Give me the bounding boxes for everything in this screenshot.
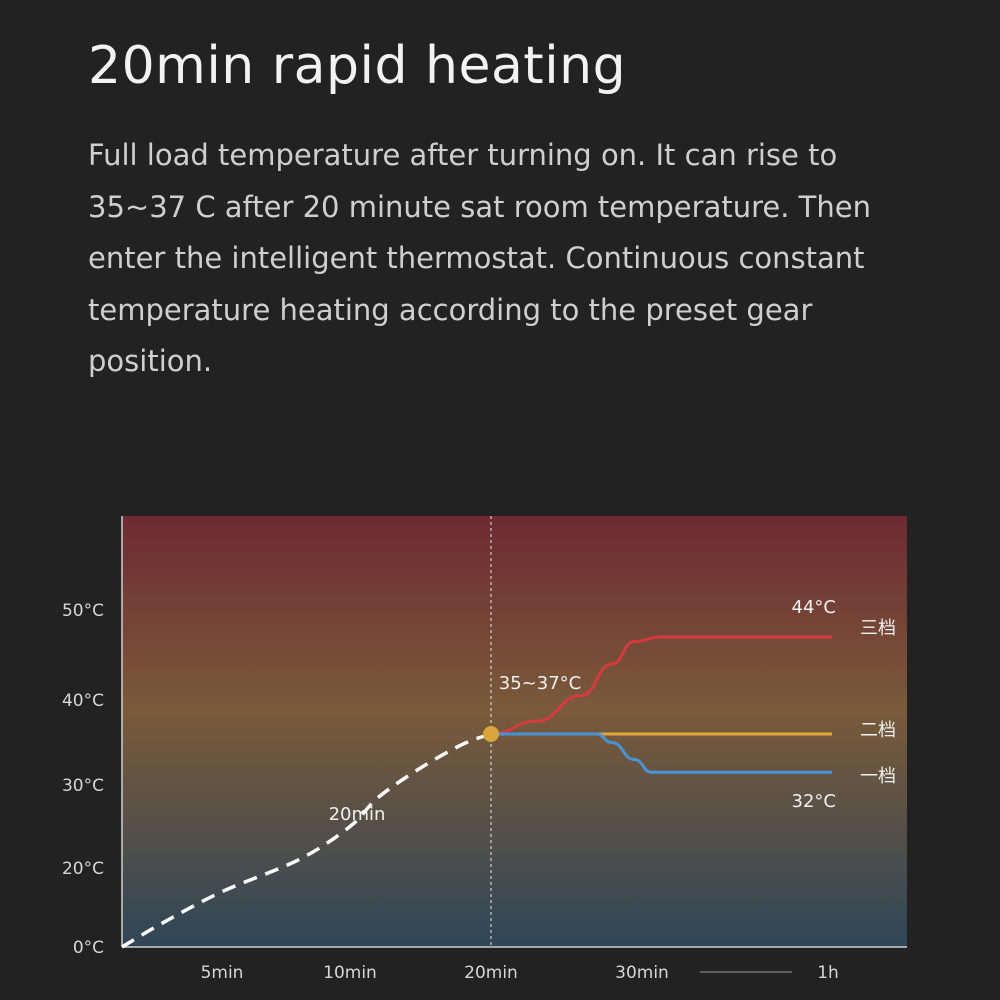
y-tick-label: 40°C [62, 691, 104, 711]
series-name-level3: 三档 [860, 618, 896, 639]
x-tick-label: 20min [464, 963, 518, 983]
x-tick-label: 1h [817, 963, 839, 983]
series-name-level1: 一档 [860, 766, 896, 787]
ramp-label: 20min [329, 804, 386, 825]
y-tick-label: 50°C [62, 601, 104, 621]
y-tick-label: 30°C [62, 776, 104, 796]
x-tick-label: 30min [615, 963, 669, 983]
y-tick-label: 0°C [73, 938, 104, 958]
x-tick-label: 10min [323, 963, 377, 983]
series-end-label-level3: 44°C [792, 597, 836, 618]
series-name-level2: 二档 [860, 720, 896, 741]
description-text: Full load temperature after turning on. … [88, 138, 871, 378]
series-end-label-level1: 32°C [792, 791, 836, 812]
marker-label: 35~37°C [499, 673, 581, 694]
plot-background [122, 516, 907, 947]
x-tick-label: 5min [201, 963, 244, 983]
page-title: 20min rapid heating [88, 36, 627, 96]
y-tick-label: 20°C [62, 859, 104, 879]
ramp-curve [121, 732, 492, 949]
series-line-level3 [490, 635, 832, 736]
series-line-level1 [491, 732, 832, 774]
marker-point [483, 726, 499, 742]
